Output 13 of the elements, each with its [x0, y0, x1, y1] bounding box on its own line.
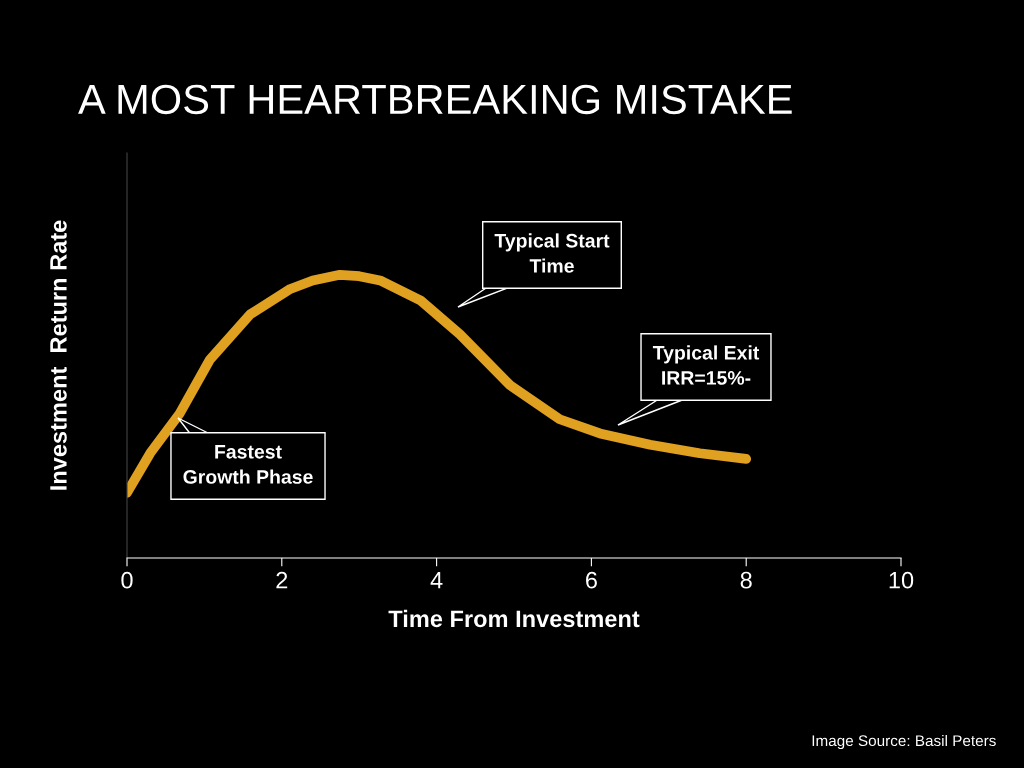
x-tick-label: 2: [276, 571, 288, 589]
text: Image Source: Basil Peters: [812, 734, 996, 750]
y-axis-title: Investment Return Rate: [50, 220, 67, 490]
chart-title: A MOST HEARTBREAKING MISTAKE: [78, 84, 792, 115]
x-tick-label: 4: [430, 572, 443, 589]
text: Typical Start Time: [494, 233, 610, 273]
annotation: Fastest Growth Phase: [183, 445, 313, 484]
x-tick-label: 10: [889, 571, 914, 589]
x-tick-label: 6: [586, 571, 597, 589]
x-tick-label: 8: [740, 571, 752, 589]
x-tick-label: 0: [121, 571, 133, 589]
x-axis-title: Time From Investment: [388, 609, 640, 628]
annotation: Typical Exit IRR=15%-: [652, 345, 760, 385]
